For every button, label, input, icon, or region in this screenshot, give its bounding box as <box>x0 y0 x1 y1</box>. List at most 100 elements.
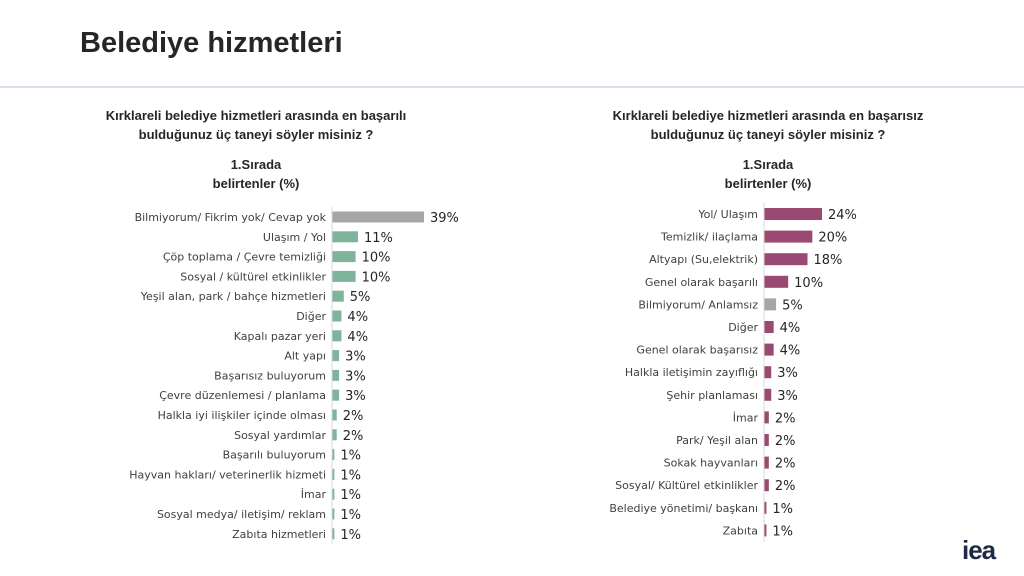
value-label: 1% <box>340 468 361 483</box>
bar <box>332 389 340 401</box>
category-label: Yol/ Ulaşım <box>697 208 758 221</box>
category-label: Halkla iletişimin zayıflığı <box>625 366 758 379</box>
category-label: Bilmiyorum/ Fikrim yok/ Cevap yok <box>135 211 327 224</box>
category-label: Sosyal/ Kültürel etkinlikler <box>615 479 758 492</box>
bar <box>764 411 769 424</box>
value-label: 2% <box>343 409 364 424</box>
value-label: 18% <box>814 253 843 268</box>
value-label: 2% <box>775 411 796 426</box>
value-label: 24% <box>828 208 857 223</box>
category-label: Yeşil alan, park / bahçe hizmetleri <box>140 290 326 303</box>
category-label: Ulaşım / Yol <box>263 231 326 244</box>
category-label: Başarısız buluyorum <box>214 369 326 382</box>
value-label: 2% <box>775 457 796 472</box>
value-label: 3% <box>345 350 366 365</box>
value-label: 3% <box>777 366 798 381</box>
category-label: Sosyal / kültürel etkinlikler <box>180 270 326 283</box>
category-label: İmar <box>301 488 327 501</box>
bar <box>332 251 356 263</box>
category-label: Zabıta <box>723 524 758 537</box>
bar <box>764 501 767 514</box>
value-label: 3% <box>345 369 366 384</box>
page-title: Belediye hizmetleri <box>80 27 343 59</box>
chart-subtitle: 1.Sırada belirtenler (%) <box>212 157 300 191</box>
bar <box>332 488 335 500</box>
bar <box>332 290 344 302</box>
category-label: Halkla iyi ilişkiler içinde olması <box>158 409 326 422</box>
bar <box>332 270 356 282</box>
bar <box>764 230 813 243</box>
category-label: Alt yapı <box>284 350 326 363</box>
category-label: Diğer <box>728 321 758 334</box>
value-label: 10% <box>362 270 391 285</box>
bar <box>764 298 777 311</box>
bar <box>332 310 342 322</box>
chart-subtitle: 1.Sırada belirtenler (%) <box>724 157 812 191</box>
bar <box>764 366 772 379</box>
bar-chart-svg: Bilmiyorum/ Fikrim yok/ Cevap yok 39% Ulaş… <box>129 207 459 544</box>
bar <box>332 409 337 421</box>
value-label: 1% <box>340 508 361 523</box>
bar <box>332 350 340 362</box>
value-label: 5% <box>350 290 371 305</box>
bar <box>764 321 774 333</box>
category-label: Diğer <box>296 310 326 323</box>
bar <box>332 231 358 243</box>
value-label: 2% <box>343 429 364 444</box>
bar <box>332 528 335 540</box>
bar <box>764 479 769 492</box>
bar <box>764 343 774 356</box>
bar <box>764 208 822 220</box>
value-label: 5% <box>782 298 803 313</box>
bar <box>764 456 769 469</box>
category-label: Sokak hayvanları <box>664 457 758 470</box>
value-label: 3% <box>777 389 798 404</box>
chart-question: Kırklareli belediye hizmetleri arasında … <box>612 108 924 142</box>
category-label: Park/ Yeşil alan <box>676 434 758 447</box>
bar <box>332 330 342 342</box>
category-label: Zabıta hizmetleri <box>232 528 326 541</box>
bar <box>332 429 337 441</box>
category-label: Bilmiyorum/ Anlamsız <box>638 298 758 311</box>
category-label: İmar <box>733 411 759 424</box>
bar <box>764 434 769 446</box>
value-label: 4% <box>347 310 368 325</box>
value-label: 2% <box>775 434 796 449</box>
category-label: Kapalı pazar yeri <box>234 330 326 343</box>
value-label: 4% <box>347 330 368 345</box>
bar <box>332 468 335 480</box>
title-divider <box>0 86 1024 88</box>
bar <box>332 508 335 520</box>
bar <box>764 388 772 401</box>
iea-logo: iea <box>962 535 996 565</box>
category-label: Belediye yönetimi/ başkanı <box>609 502 758 515</box>
category-label: Hayvan hakları/ veterinerlik hizmeti <box>129 468 326 481</box>
value-label: 1% <box>772 524 793 539</box>
value-label: 4% <box>780 344 801 359</box>
value-label: 1% <box>340 488 361 503</box>
chart-least-successful: Kırklareli belediye hizmetleri arasında … <box>512 0 1024 576</box>
value-label: 1% <box>772 502 793 517</box>
bar <box>764 253 808 266</box>
bar <box>764 275 789 288</box>
bar <box>332 449 335 461</box>
category-label: Şehir planlaması <box>666 389 758 402</box>
category-label: Çevre düzenlemesi / planlama <box>159 389 326 402</box>
value-label: 10% <box>362 251 391 266</box>
category-label: Çöp toplama / Çevre temizliği <box>163 251 326 264</box>
chart-question: Kırklareli belediye hizmetleri arasında … <box>105 108 407 142</box>
value-label: 20% <box>818 231 847 246</box>
category-label: Genel olarak başarısız <box>636 344 758 357</box>
value-label: 39% <box>430 211 459 226</box>
bar <box>332 369 340 381</box>
value-label: 4% <box>780 321 801 336</box>
category-label: Sosyal yardımlar <box>234 429 326 442</box>
category-label: Altyapı (Su,elektrik) <box>649 253 758 266</box>
value-label: 10% <box>794 276 823 291</box>
value-label: 11% <box>364 231 393 246</box>
value-label: 1% <box>340 528 361 543</box>
category-label: Genel olarak başarılı <box>645 276 758 289</box>
category-label: Temizlik/ ilaçlama <box>660 231 758 244</box>
bar-chart-svg: Yol/ Ulaşım 24% Temizlik/ ilaçlama 20% Altya… <box>609 202 857 542</box>
bar <box>332 211 424 223</box>
